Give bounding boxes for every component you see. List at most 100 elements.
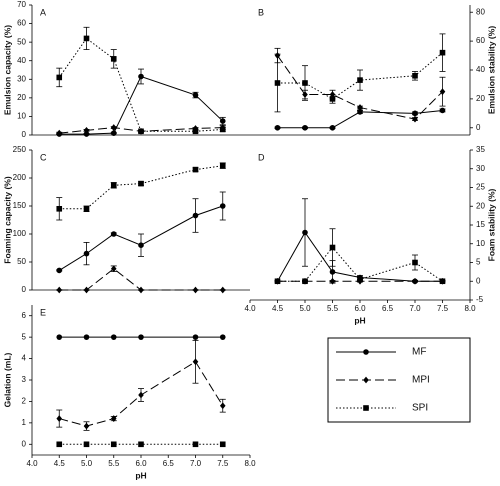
marker: [56, 415, 63, 422]
marker: [192, 166, 199, 173]
marker: [329, 124, 336, 131]
marker: [357, 104, 363, 111]
marker: [110, 231, 117, 237]
y-tick-label: 15: [476, 220, 485, 229]
marker: [329, 244, 336, 251]
marker: [274, 278, 281, 285]
marker: [138, 180, 144, 187]
marker: [219, 118, 226, 124]
y-tick-label: 0: [476, 276, 481, 285]
x-tick-label: 6.0: [354, 304, 366, 313]
marker: [83, 441, 90, 448]
y-tick-label: 50: [17, 37, 26, 46]
marker: [439, 278, 446, 285]
marker: [110, 415, 117, 422]
x-tick-label: 6.5: [163, 459, 175, 468]
y-tick-label: 10: [476, 239, 485, 248]
marker: [219, 402, 226, 410]
x-tick-label: 8.0: [244, 459, 256, 468]
y-tick-label: 60: [17, 19, 26, 28]
marker: [363, 376, 369, 384]
marker: [56, 129, 63, 137]
marker: [329, 269, 336, 275]
marker: [302, 278, 308, 285]
y-tick-label: 60: [476, 36, 485, 45]
y-tick-label: 25: [476, 183, 485, 192]
marker: [110, 56, 117, 62]
y-tick-label: 100: [13, 229, 27, 238]
marker: [219, 203, 226, 209]
marker: [302, 229, 308, 236]
marker: [329, 96, 336, 102]
x-axis-title: pH: [135, 470, 146, 480]
panel-label: C: [40, 152, 47, 162]
y-tick-label: 0: [22, 130, 27, 139]
panel-label: E: [40, 307, 46, 317]
y-tick-label: 70: [17, 0, 26, 9]
y-tick-label: 6: [22, 311, 27, 320]
y-axis-title: Foam stability (%): [486, 188, 496, 261]
y-tick-label: 0: [22, 439, 27, 448]
x-tick-label: 5.0: [299, 304, 311, 313]
x-tick-label: 7.5: [217, 459, 229, 468]
marker: [192, 212, 199, 219]
x-tick-label: 4.5: [54, 459, 66, 468]
y-tick-label: 40: [17, 56, 26, 65]
marker: [56, 206, 63, 212]
y-tick-label: 0: [22, 285, 27, 294]
y-tick-label: 200: [13, 173, 27, 182]
legend-label: SPI: [412, 403, 428, 414]
y-tick-label: 20: [476, 201, 485, 210]
marker: [412, 72, 418, 79]
marker: [138, 286, 144, 294]
panel-label: D: [258, 152, 265, 162]
marker: [83, 334, 90, 340]
y-tick-label: 35: [476, 145, 485, 154]
y-tick-label: 5: [22, 332, 27, 341]
marker: [138, 334, 144, 340]
marker: [83, 250, 90, 257]
marker: [83, 126, 90, 134]
marker: [138, 391, 144, 399]
marker: [83, 206, 90, 212]
marker: [110, 265, 117, 273]
marker: [138, 441, 144, 448]
y-tick-label: 20: [476, 94, 485, 103]
marker: [274, 80, 281, 86]
marker: [192, 92, 199, 98]
x-tick-label: 5.5: [327, 304, 339, 313]
series-line: [59, 165, 223, 210]
x-tick-label: 7.5: [437, 304, 449, 313]
marker: [83, 286, 90, 294]
y-tick-label: 50: [17, 257, 26, 266]
marker: [363, 405, 369, 411]
y-tick-label: 4: [22, 354, 27, 363]
y-tick-label: 5: [476, 258, 481, 267]
marker: [192, 128, 199, 135]
y-axis-title: Emulsion capacity (%): [2, 25, 12, 115]
series-line: [277, 231, 443, 282]
marker: [439, 49, 446, 56]
marker: [274, 124, 281, 131]
y-tick-label: -5: [476, 295, 484, 304]
marker: [192, 334, 199, 340]
marker: [357, 77, 363, 83]
x-tick-label: 6.5: [382, 304, 394, 313]
series-line: [59, 361, 224, 427]
marker: [412, 115, 418, 123]
marker: [83, 35, 90, 42]
y-tick-label: 80: [476, 7, 485, 16]
marker: [56, 286, 63, 294]
marker: [110, 182, 117, 189]
y-tick-label: 10: [17, 112, 26, 121]
marker: [110, 441, 117, 448]
y-tick-label: 2: [22, 397, 27, 406]
marker: [329, 277, 336, 285]
panel-label: B: [258, 7, 264, 17]
marker: [192, 441, 199, 448]
series-line: [277, 246, 443, 282]
y-tick-label: 30: [17, 74, 26, 83]
y-tick-label: 20: [17, 93, 26, 102]
marker: [412, 110, 418, 117]
x-tick-label: 5.0: [81, 459, 93, 468]
